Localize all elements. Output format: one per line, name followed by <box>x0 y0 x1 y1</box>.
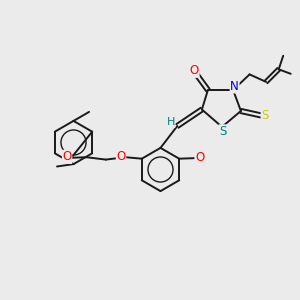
Text: N: N <box>230 80 239 93</box>
Text: O: O <box>116 150 126 163</box>
Text: H: H <box>167 117 175 128</box>
Text: O: O <box>62 150 72 164</box>
Text: S: S <box>261 109 268 122</box>
Text: O: O <box>195 151 204 164</box>
Text: O: O <box>190 64 199 77</box>
Text: S: S <box>219 125 226 138</box>
